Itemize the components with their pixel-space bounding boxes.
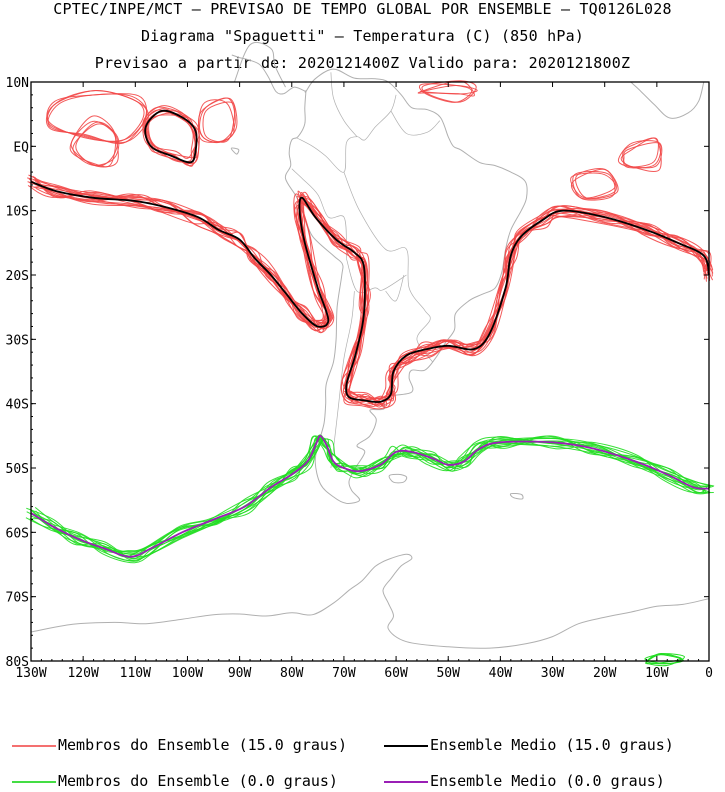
lon-label-8: 50W bbox=[436, 666, 460, 681]
member-15-line-9 bbox=[34, 176, 714, 408]
member-15-blob-line-8 bbox=[148, 114, 198, 159]
member-0-line-11 bbox=[31, 435, 711, 558]
lon-label-13: 0 bbox=[705, 666, 713, 681]
member-15-swirl-2-3 bbox=[72, 123, 120, 166]
lat-label-9: 80S bbox=[6, 655, 29, 670]
member-15-swirl-5-4 bbox=[622, 137, 659, 168]
forecast-validity: Previsao a partir de: 2020121400Z Valido… bbox=[94, 54, 631, 72]
lon-label-2: 110W bbox=[120, 666, 151, 681]
coastline-south-america bbox=[284, 68, 528, 504]
lon-label-5: 80W bbox=[280, 666, 304, 681]
lon-label-1: 120W bbox=[67, 666, 98, 681]
legend-swatch-members-0 bbox=[12, 781, 56, 783]
member-15-swirl-2-4 bbox=[69, 115, 117, 168]
member-0-line-4 bbox=[35, 438, 707, 562]
coastline-africa bbox=[630, 81, 705, 119]
member-15-swirl-3-4 bbox=[197, 99, 235, 143]
member-15-line-8 bbox=[28, 174, 712, 401]
coastline-falklands bbox=[388, 473, 408, 484]
legend-members-0: Membros do Ensemble (0.0 graus) bbox=[12, 772, 382, 792]
member-15-line-1 bbox=[32, 175, 714, 403]
mean-0-line bbox=[30, 434, 710, 558]
country-border-5 bbox=[296, 94, 397, 173]
country-border-7 bbox=[390, 110, 441, 136]
country-border-8 bbox=[385, 274, 405, 302]
lat-label-4: 30S bbox=[6, 333, 29, 348]
legend-swatch-mean-0 bbox=[384, 781, 428, 783]
member-15-swirl-6-3 bbox=[575, 168, 619, 200]
lat-label-5: 40S bbox=[6, 398, 29, 413]
member-0-south-4 bbox=[646, 652, 684, 665]
lat-label-8: 70S bbox=[6, 591, 29, 606]
lat-label-3: 20S bbox=[6, 269, 29, 284]
legend-members-15: Membros do Ensemble (15.0 graus) bbox=[12, 736, 382, 756]
member-15-line-13 bbox=[35, 184, 713, 406]
member-15-swirl-4-4 bbox=[421, 80, 477, 103]
chart-title: CPTEC/INPE/MCT – PREVISAO DE TEMPO GLOBA… bbox=[53, 0, 672, 18]
country-border-1 bbox=[343, 171, 433, 363]
lon-label-7: 60W bbox=[384, 666, 408, 681]
coastline-antarctica bbox=[30, 553, 710, 649]
lat-label-6: 50S bbox=[6, 462, 29, 477]
legend-swatch-mean-15 bbox=[384, 745, 428, 747]
coastline-central-america bbox=[231, 54, 307, 95]
lon-label-4: 90W bbox=[228, 666, 252, 681]
member-0-line-8 bbox=[25, 437, 711, 562]
coastline-caribbean bbox=[233, 41, 286, 88]
legend-label-mean-15: Ensemble Medio (15.0 graus) bbox=[430, 736, 674, 754]
contour-layer bbox=[25, 80, 715, 667]
lon-label-12: 10W bbox=[645, 666, 669, 681]
member-15-swirl-1-3 bbox=[47, 93, 149, 144]
lon-label-6: 70W bbox=[332, 666, 356, 681]
legend-mean-0: Ensemble Medio (0.0 graus) bbox=[384, 772, 714, 792]
country-border-2 bbox=[346, 258, 407, 294]
legend-label-members-0: Membros do Ensemble (0.0 graus) bbox=[58, 772, 338, 790]
member-15-line-6 bbox=[27, 184, 707, 408]
lon-label-9: 40W bbox=[489, 666, 513, 681]
lat-label-2: 10S bbox=[6, 205, 29, 220]
lat-label-1: EQ bbox=[13, 140, 29, 155]
chart-subtitle: Diagrama "Spaguetti" – Temperatura (C) (… bbox=[140, 27, 585, 45]
lon-label-11: 20W bbox=[593, 666, 617, 681]
country-border-6 bbox=[330, 72, 358, 137]
lon-label-10: 30W bbox=[541, 666, 565, 681]
legend-swatch-members-15 bbox=[12, 745, 56, 747]
mean-15-line bbox=[30, 180, 710, 403]
legend-mean-15: Ensemble Medio (15.0 graus) bbox=[384, 736, 714, 756]
member-0-south-3 bbox=[646, 653, 685, 667]
member-15-blob-line-7 bbox=[146, 112, 200, 167]
country-border-3 bbox=[330, 291, 355, 469]
lat-label-7: 60S bbox=[6, 526, 29, 541]
map-frame bbox=[30, 81, 710, 662]
member-15-swirl-6-2 bbox=[572, 170, 616, 201]
lat-label-0: 10N bbox=[6, 76, 29, 91]
member-15-swirl-1-4 bbox=[45, 89, 148, 145]
member-15-line-14 bbox=[29, 185, 705, 402]
mean-15-blob bbox=[144, 109, 198, 164]
coastline-galapagos bbox=[230, 147, 240, 155]
member-0-line-12 bbox=[26, 434, 705, 561]
coastline-south-georgia bbox=[509, 492, 524, 500]
member-0-line-3 bbox=[29, 435, 714, 560]
member-0-line-13 bbox=[31, 436, 708, 564]
legend-label-mean-0: Ensemble Medio (0.0 graus) bbox=[430, 772, 665, 790]
legend-label-members-15: Membros do Ensemble (15.0 graus) bbox=[58, 736, 347, 754]
member-15-swirl-6-4 bbox=[570, 172, 616, 199]
member-15-swirl-4-3 bbox=[418, 83, 473, 103]
lon-label-0: 130W bbox=[15, 666, 46, 681]
lon-label-3: 100W bbox=[172, 666, 203, 681]
member-15-swirl-3-3 bbox=[198, 97, 238, 143]
coastline-layer bbox=[30, 41, 710, 649]
